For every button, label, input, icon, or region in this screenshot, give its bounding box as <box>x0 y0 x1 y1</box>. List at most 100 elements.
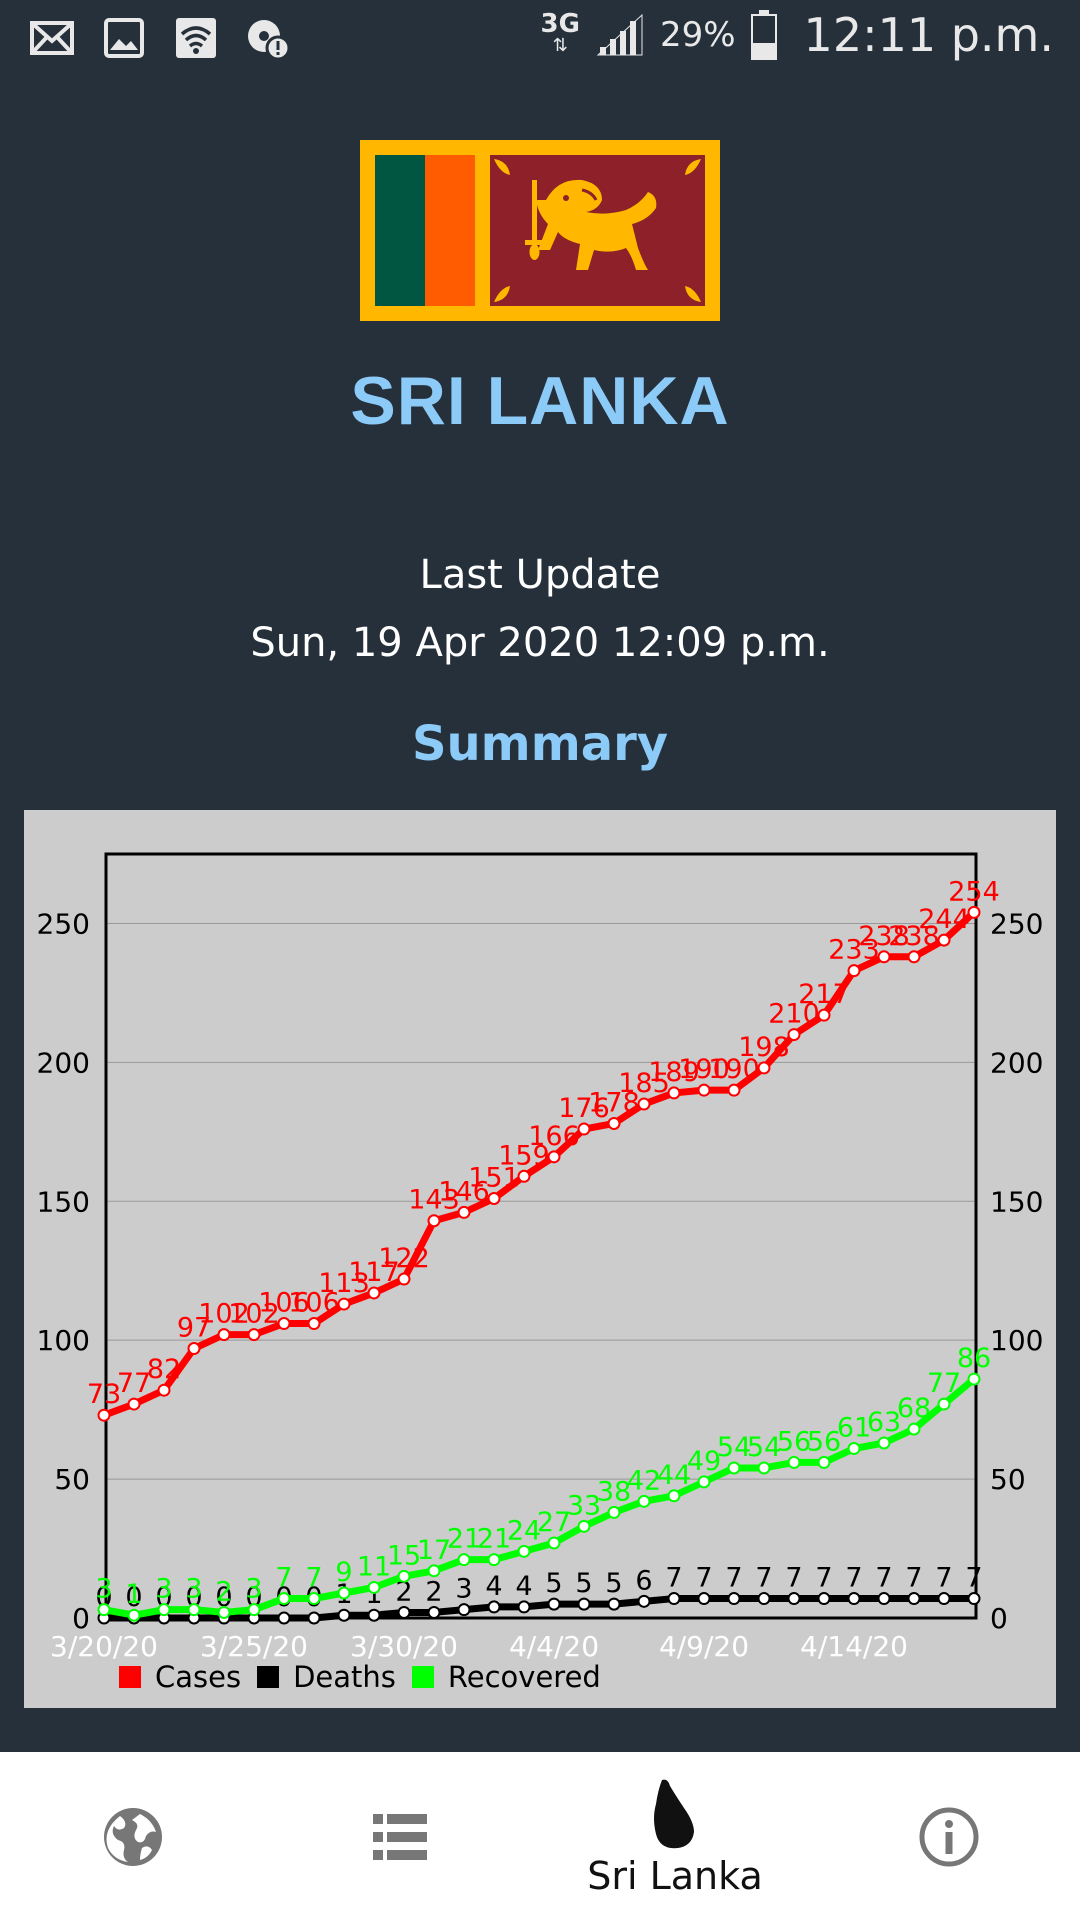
data-point-cases <box>577 1122 591 1136</box>
data-point-recovered <box>907 1422 921 1436</box>
info-icon <box>919 1807 979 1867</box>
data-label-cases: 198 <box>738 1032 790 1063</box>
data-point-recovered <box>937 1397 951 1411</box>
data-label-cases: 190 <box>708 1054 760 1085</box>
data-label-deaths: 0 <box>215 1582 232 1613</box>
data-label-deaths: 6 <box>635 1565 652 1596</box>
data-label-recovered: 11 <box>357 1551 391 1582</box>
data-label-cases: 238 <box>888 921 940 952</box>
clock: 12:11 p.m. <box>803 8 1054 62</box>
data-point-deaths <box>727 1592 741 1606</box>
data-point-cases <box>397 1272 411 1286</box>
y-tick-label-left: 50 <box>54 1463 90 1496</box>
data-label-cases: 210 <box>768 999 820 1030</box>
data-point-recovered <box>787 1455 801 1469</box>
data-label-cases: 146 <box>438 1176 490 1207</box>
data-label-recovered: 15 <box>387 1540 421 1571</box>
data-label-deaths: 7 <box>785 1563 802 1594</box>
data-point-recovered <box>277 1592 291 1606</box>
data-point-recovered <box>217 1605 231 1619</box>
data-point-deaths <box>367 1608 381 1622</box>
data-point-cases <box>847 964 861 978</box>
data-label-cases: 102 <box>198 1299 250 1330</box>
data-label-deaths: 5 <box>545 1568 562 1599</box>
image-icon <box>104 18 144 58</box>
legend-swatch-cases <box>119 1666 141 1688</box>
data-label-deaths: 7 <box>725 1563 742 1594</box>
data-label-cases: 82 <box>147 1354 181 1385</box>
data-point-deaths <box>757 1592 771 1606</box>
nav-item-list[interactable] <box>270 1752 540 1920</box>
nav-item-sri-lanka[interactable]: Sri Lanka <box>540 1752 810 1920</box>
data-point-deaths <box>847 1592 861 1606</box>
x-tick-label: 4/4/20 <box>509 1630 599 1663</box>
legend-swatch-deaths <box>257 1666 280 1688</box>
data-label-deaths: 7 <box>695 1563 712 1594</box>
country-title: SRI LANKA <box>350 363 730 439</box>
data-point-recovered <box>187 1603 201 1617</box>
data-point-recovered <box>247 1603 261 1617</box>
data-point-recovered <box>607 1505 621 1519</box>
data-point-recovered <box>517 1544 531 1558</box>
data-label-recovered: 42 <box>627 1465 661 1496</box>
data-label-cases: 113 <box>318 1268 370 1299</box>
data-point-cases <box>217 1328 231 1342</box>
data-label-deaths: 7 <box>755 1563 772 1594</box>
data-label-recovered: 68 <box>897 1393 931 1424</box>
y-tick-label-left: 150 <box>37 1185 90 1218</box>
data-point-deaths <box>787 1592 801 1606</box>
legend-label-deaths: Deaths <box>293 1660 396 1694</box>
data-label-recovered: 61 <box>837 1413 871 1444</box>
data-point-recovered <box>337 1586 351 1600</box>
status-bar: 3G ⇅ 29% 12:11 p.m. <box>0 0 1080 76</box>
data-point-recovered <box>877 1436 891 1450</box>
data-point-cases <box>967 905 981 919</box>
data-point-deaths <box>697 1592 711 1606</box>
data-point-recovered <box>727 1461 741 1475</box>
data-label-recovered: 3 <box>155 1574 172 1605</box>
data-point-recovered <box>967 1372 981 1386</box>
data-point-deaths <box>877 1592 891 1606</box>
data-label-cases: 117 <box>348 1257 400 1288</box>
data-point-recovered <box>547 1536 561 1550</box>
data-label-recovered: 7 <box>275 1563 292 1594</box>
data-point-cases <box>607 1116 621 1130</box>
data-label-cases: 178 <box>588 1087 640 1118</box>
nav-item-info[interactable] <box>810 1752 1080 1920</box>
data-label-cases: 122 <box>378 1243 430 1274</box>
data-label-recovered: 33 <box>567 1490 601 1521</box>
legend-label-cases: Cases <box>155 1660 242 1694</box>
data-label-cases: 166 <box>528 1121 580 1152</box>
x-tick-label: 3/30/20 <box>350 1630 458 1663</box>
data-point-deaths <box>907 1592 921 1606</box>
data-label-recovered: 44 <box>657 1460 691 1491</box>
data-point-recovered <box>397 1569 411 1583</box>
data-point-deaths <box>337 1608 351 1622</box>
data-label-cases: 151 <box>468 1162 520 1193</box>
data-point-cases <box>727 1083 741 1097</box>
nav-item-world[interactable] <box>0 1752 270 1920</box>
data-point-deaths <box>487 1600 501 1614</box>
data-point-cases <box>427 1214 441 1228</box>
y-tick-label-left: 0 <box>72 1602 90 1635</box>
y-tick-label-left: 200 <box>37 1046 90 1079</box>
data-point-cases <box>937 933 951 947</box>
sri-lanka-map-icon <box>654 1779 694 1849</box>
data-label-recovered: 2 <box>215 1576 232 1607</box>
x-tick-label: 3/25/20 <box>200 1630 308 1663</box>
data-label-cases: 244 <box>918 904 970 935</box>
data-point-cases <box>787 1028 801 1042</box>
data-point-cases <box>757 1061 771 1075</box>
data-label-cases: 176 <box>558 1093 610 1124</box>
data-label-recovered: 27 <box>537 1507 571 1538</box>
data-label-deaths: 5 <box>605 1568 622 1599</box>
data-point-recovered <box>697 1475 711 1489</box>
battery-percent: 29% <box>659 15 736 55</box>
data-label-deaths: 4 <box>485 1571 502 1602</box>
mail-icon <box>30 21 74 55</box>
legend-label-recovered: Recovered <box>447 1660 601 1694</box>
summary-title: Summary <box>411 716 669 772</box>
data-point-deaths <box>667 1592 681 1606</box>
y-tick-label-left: 250 <box>37 907 90 940</box>
